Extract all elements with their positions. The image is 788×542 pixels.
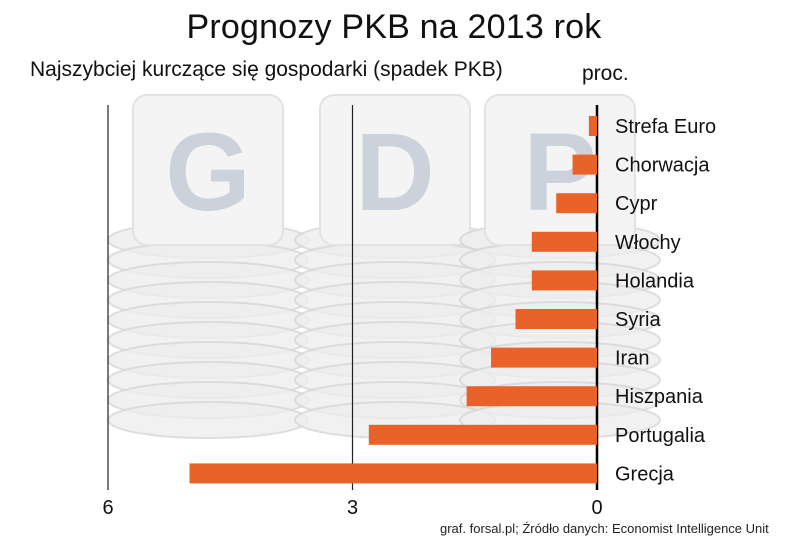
die-shape [319,94,471,246]
bar [588,116,597,136]
bar [368,424,597,445]
bar [572,154,597,175]
category-label: Grecja [615,463,675,485]
bar [515,309,597,329]
background-letter: D [355,111,434,234]
category-label: Włochy [615,232,681,254]
bar [491,347,597,368]
bar [531,270,597,291]
chart-title: Prognozy PKB na 2013 rok [186,8,602,46]
category-labels: Strefa Euro Chorwacja Cypr Włochy Holandia Sy… [615,116,716,485]
coin-shape [107,401,309,439]
tick-labels: 6 3 0 [102,497,602,519]
category-label: Cypr [615,193,658,215]
category-label: Portugalia [615,425,706,447]
category-label: Hiszpania [615,386,704,408]
bar [556,193,597,214]
category-label: Chorwacja [615,155,710,177]
category-label: Holandia [615,270,695,292]
unit-label: proc. [582,62,629,85]
background-letter: G [165,111,251,234]
bar [189,463,597,484]
category-label: Strefa Euro [615,116,716,138]
tick-label: 3 [347,497,358,519]
bar [531,231,597,252]
die-shape [132,94,284,246]
tick-label: 6 [102,497,113,519]
bars [189,116,597,484]
category-label: Iran [615,348,649,370]
category-label: Syria [615,309,661,331]
bar [466,386,597,407]
source-note: graf. forsal.pl; Źródło danych: Economis… [440,521,769,536]
chart-subtitle: Najszybciej kurczące się gospodarki (spa… [30,58,503,81]
tick-label: 0 [591,497,602,519]
